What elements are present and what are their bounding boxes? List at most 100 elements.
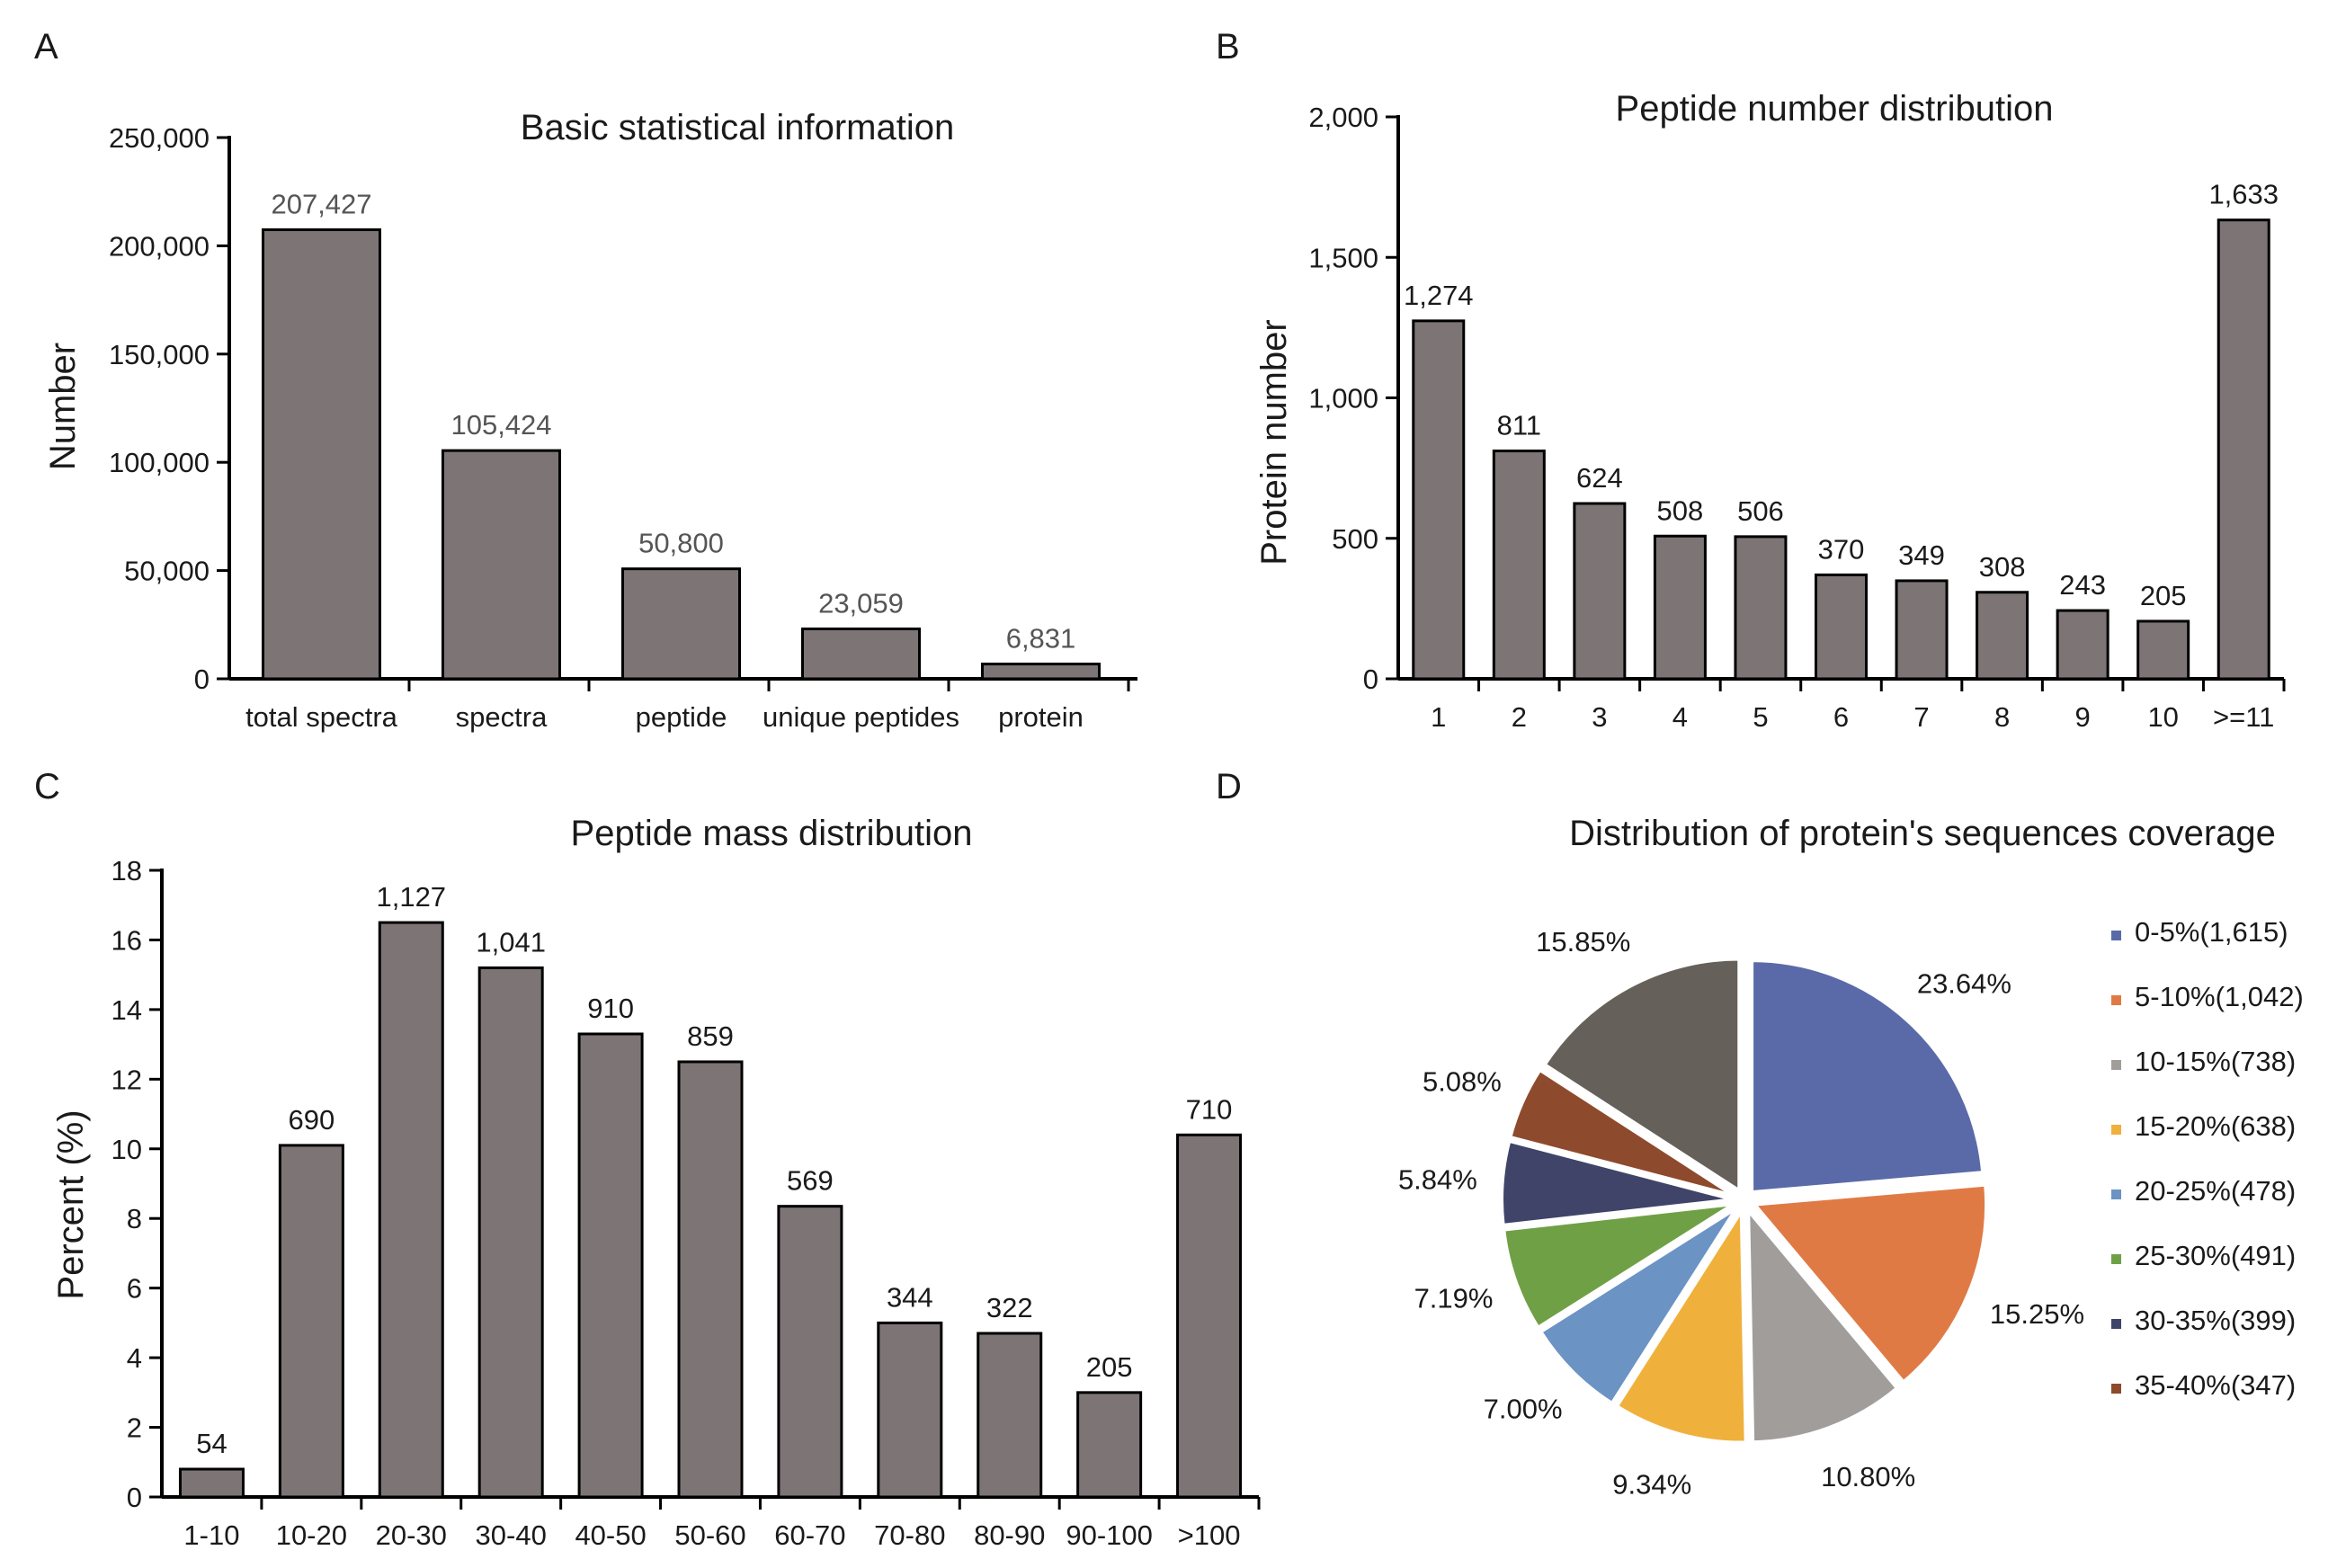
legend-swatch: [2111, 1060, 2121, 1070]
pie-percent-label: 5.84%: [1398, 1163, 1477, 1195]
bar: [1815, 573, 1868, 681]
data-label: 370: [1818, 533, 1865, 565]
pie-slice: [1541, 957, 1742, 1195]
data-label: 349: [1898, 539, 1945, 571]
pie-slice: [1507, 1067, 1736, 1198]
bar: [278, 1144, 344, 1499]
x-tick-label: peptide: [636, 701, 727, 733]
bar: [2217, 218, 2270, 681]
data-label: 506: [1737, 495, 1784, 527]
y-tick-label: 500: [1332, 523, 1378, 555]
x-tick-label: 8: [1994, 701, 2010, 733]
y-tick-label: 2: [127, 1412, 142, 1444]
x-tick-label: >=11: [2213, 701, 2274, 733]
x-tick-label: 5: [1753, 701, 1768, 733]
panel-label: B: [1216, 27, 1240, 67]
y-tick-label: 10: [111, 1134, 142, 1165]
y-tick-label: 12: [111, 1064, 142, 1095]
y-tick-label: 4: [127, 1342, 142, 1374]
y-tick-label: 0: [127, 1482, 142, 1513]
bar: [777, 1205, 843, 1499]
x-tick-label: spectra: [456, 701, 548, 733]
x-tick-label: 70-80: [874, 1519, 945, 1551]
x-tick-label: unique peptides: [763, 701, 959, 733]
legend-swatch: [2111, 995, 2121, 1005]
data-label: 23,059: [818, 587, 904, 619]
y-tick-label: 8: [127, 1203, 142, 1234]
data-label: 50,800: [638, 528, 724, 559]
legend-swatch: [2111, 931, 2121, 940]
bar: [1492, 450, 1546, 681]
data-label: 205: [1086, 1351, 1133, 1383]
y-axis-label: Percent (%): [51, 1109, 91, 1299]
pie-slice: [1746, 1205, 1900, 1445]
legend-swatch: [2111, 1319, 2121, 1329]
x-tick-label: 1-10: [183, 1519, 239, 1551]
pie-percent-label: 9.34%: [1612, 1469, 1691, 1501]
data-label: 710: [1186, 1093, 1233, 1125]
legend-entry: 10-15%(738): [2135, 1046, 2296, 1077]
pie-percent-label: 10.80%: [1821, 1461, 1915, 1492]
x-tick-label: 50-60: [674, 1519, 745, 1551]
data-label: 859: [687, 1020, 734, 1052]
pie-slice: [1614, 1204, 1748, 1445]
bar: [262, 228, 381, 681]
x-tick-label: 6: [1833, 701, 1849, 733]
x-tick-label: 2: [1512, 701, 1527, 733]
data-label: 205: [2140, 580, 2187, 611]
panel-label: D: [1216, 767, 1242, 806]
x-tick-label: protein: [998, 701, 1084, 733]
bar: [1573, 502, 1627, 681]
y-tick-label: 18: [111, 855, 142, 886]
data-label: 105,424: [450, 409, 551, 441]
chart-panel-b: B Peptide number distribution 0 500 1,000 1,5…: [1216, 27, 2286, 733]
pie-percent-label: 15.85%: [1536, 926, 1630, 958]
data-label: 690: [288, 1104, 334, 1136]
legend-swatch: [2111, 1189, 2121, 1199]
pie-percent-label: 7.19%: [1414, 1283, 1494, 1314]
panel-label: C: [34, 767, 60, 806]
y-tick-label: 1,000: [1308, 383, 1378, 414]
y-tick-label: 14: [111, 994, 142, 1026]
panel-label: A: [34, 27, 58, 67]
legend-entry: 35-40%(347): [2135, 1369, 2296, 1401]
data-label: 624: [1576, 462, 1623, 494]
bar: [981, 663, 1101, 681]
x-tick-label: 1: [1431, 701, 1446, 733]
y-tick-label: 0: [194, 664, 210, 695]
data-label: 243: [2059, 569, 2106, 601]
legend-swatch: [2111, 1384, 2121, 1394]
x-tick-label: 9: [2075, 701, 2091, 733]
data-label: 1,633: [2208, 179, 2279, 210]
y-tick-label: 1,500: [1308, 242, 1378, 273]
data-label: 1,041: [476, 926, 546, 958]
bar: [1895, 579, 1949, 681]
y-tick-label: 100,000: [109, 447, 210, 478]
chart-panel-d: D Distribution of protein's sequences cov…: [1216, 767, 2304, 1501]
bar: [577, 1032, 644, 1499]
pie-percent-label: 7.00%: [1484, 1393, 1563, 1424]
chart-panel-c: C Peptide mass distribution 0 2 4 6 8 10 12 14 16 1…: [34, 767, 1261, 1551]
x-tick-label: 10-20: [276, 1519, 347, 1551]
y-tick-label: 6: [127, 1273, 142, 1305]
legend-entry: 5-10%(1,042): [2135, 981, 2304, 1012]
bar: [621, 567, 741, 681]
pie-slice: [1500, 1138, 1735, 1228]
chart-panel-a: A Basic statistical information 0 50,000 100…: [34, 27, 1137, 733]
y-tick-label: 2,000: [1308, 102, 1378, 133]
bar: [2136, 619, 2190, 681]
bar: [1653, 534, 1707, 681]
data-label: 569: [787, 1165, 834, 1197]
y-tick-label: 16: [111, 924, 142, 956]
bar: [677, 1060, 744, 1499]
y-axis-label: Protein number: [1254, 319, 1294, 565]
y-tick-label: 200,000: [109, 230, 210, 262]
legend-swatch: [2111, 1254, 2121, 1264]
x-tick-label: 10: [2147, 701, 2178, 733]
bar: [1734, 535, 1788, 681]
bar: [477, 966, 544, 1499]
x-tick-label: 3: [1592, 701, 1607, 733]
data-label: 508: [1657, 494, 1704, 526]
chart-title: Basic statistical information: [521, 108, 954, 147]
